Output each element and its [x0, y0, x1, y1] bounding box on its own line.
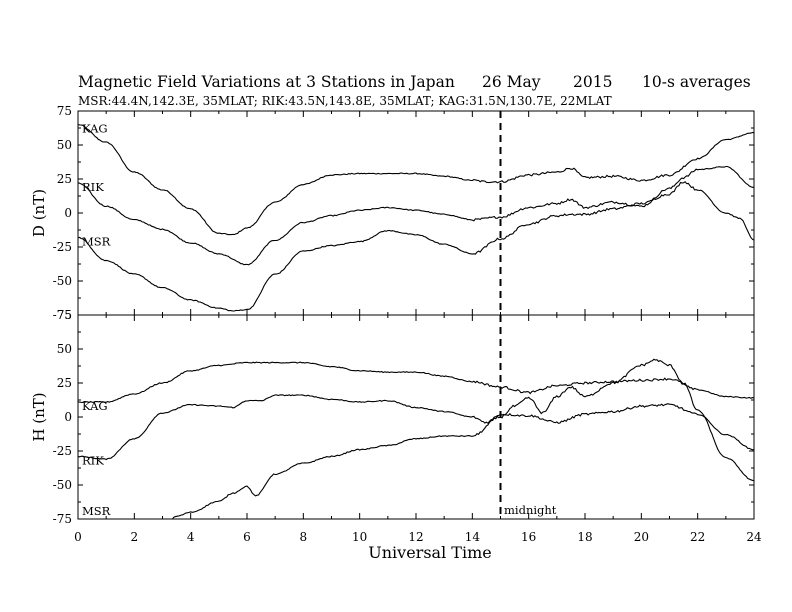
y-tick-label: 25: [57, 172, 72, 186]
x-tick-label: 10: [352, 530, 367, 544]
midnight-label: midnight: [504, 503, 557, 517]
series-label-rik: RIK: [82, 180, 104, 194]
y-tick-label: -75: [53, 512, 72, 526]
x-tick-label: 8: [300, 530, 308, 544]
title-averaging: 10-s averages: [642, 73, 751, 91]
series-line-msr: [78, 180, 754, 312]
panel-frame-0: [77, 110, 755, 316]
x-tick-label: 6: [243, 530, 251, 544]
y-tick-label: -25: [53, 240, 72, 254]
series-label-kag: KAG: [82, 399, 108, 413]
title-date: 26 May: [482, 73, 541, 91]
x-tick-label: 18: [577, 530, 592, 544]
series-line-kag: [78, 361, 754, 404]
x-tick-label: 4: [187, 530, 195, 544]
y-tick-label: 50: [57, 342, 72, 356]
x-tick-label: 0: [74, 530, 82, 544]
y-axis-label: H (nT): [30, 392, 48, 441]
x-tick-label: 14: [465, 530, 481, 544]
chart-title: Magnetic Field Variations at 3 Stations …: [78, 73, 751, 91]
y-tick-label: -75: [53, 308, 72, 322]
panel-frame-1: [77, 314, 755, 520]
station-info: MSR:44.4N,142.3E, 35MLAT; RIK:43.5N,143.…: [78, 94, 612, 108]
title-main: Magnetic Field Variations at 3 Stations …: [78, 73, 455, 91]
y-tick-label: -25: [53, 444, 72, 458]
series-label-msr: MSR: [82, 234, 111, 248]
x-tick-label: 12: [408, 530, 423, 544]
y-axis-label: D (nT): [30, 189, 48, 237]
series-line-rik: [78, 165, 754, 266]
series-line-kag: [78, 123, 754, 236]
x-axis-label: Universal Time: [368, 543, 491, 562]
title-year: 2015: [573, 73, 613, 91]
y-tick-label: 0: [64, 410, 72, 424]
x-tick-label: 20: [634, 530, 649, 544]
series-label-kag: KAG: [82, 122, 108, 136]
x-tick-label: 16: [521, 530, 536, 544]
y-tick-label: 75: [57, 104, 72, 118]
y-tick-label: 25: [57, 376, 72, 390]
x-tick-label: 2: [131, 530, 139, 544]
series-line-msr: [171, 358, 754, 519]
y-tick-label: -50: [53, 274, 72, 288]
series-label-msr: MSR: [82, 504, 111, 518]
y-tick-label: 0: [64, 206, 72, 220]
y-tick-label: -50: [53, 478, 72, 492]
series-line-rik: [78, 394, 754, 461]
x-tick-label: 22: [690, 530, 705, 544]
y-tick-label: 75: [57, 308, 72, 322]
series-label-rik: RIK: [82, 453, 104, 467]
x-tick-label: 24: [746, 530, 762, 544]
y-tick-label: 50: [57, 138, 72, 152]
